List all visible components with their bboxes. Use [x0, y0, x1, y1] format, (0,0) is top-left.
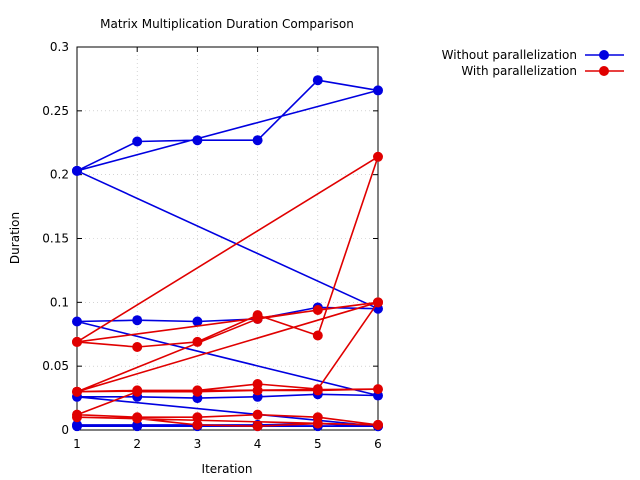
legend-label-1: Without parallelization: [442, 48, 577, 62]
series-1-point: [132, 136, 143, 147]
y-tick-label: 0.1: [50, 295, 69, 309]
y-tick-label: 0.3: [50, 40, 69, 54]
series-2-point: [192, 419, 203, 430]
x-tick-label: 6: [374, 437, 382, 451]
series-1-point: [132, 315, 143, 326]
series-2-point: [192, 336, 203, 347]
series-1-point: [373, 85, 383, 96]
series-2-point: [132, 386, 143, 397]
x-tick-label: 4: [254, 437, 262, 451]
series-1-point: [72, 165, 82, 176]
legend-label-2: With parallelization: [461, 64, 577, 78]
series-line-2: [76, 156, 379, 427]
axes: 1 2 3 4 5 6 0 0.05 0.1 0.15 0.2 0.25 0.3: [42, 40, 382, 451]
y-tick-label: 0.2: [50, 168, 69, 182]
series-2-point: [312, 385, 323, 396]
x-tick-label: 1: [73, 437, 81, 451]
series-2-point: [252, 421, 263, 432]
grid-lines: [77, 47, 378, 430]
y-tick-label: 0.05: [42, 359, 69, 373]
series-1-point: [72, 316, 82, 327]
series-1-point: [192, 135, 203, 146]
series-2-point: [252, 409, 263, 420]
series-2-point: [373, 297, 383, 308]
series-2-point: [373, 419, 383, 430]
legend-marker-2: [599, 66, 609, 76]
y-axis-title: Duration: [8, 212, 22, 264]
y-tick-label: 0: [61, 423, 69, 437]
series-1-point: [192, 316, 203, 327]
series-2-point: [72, 412, 82, 423]
y-tick-label: 0.25: [42, 104, 69, 118]
x-axis-title: Iteration: [202, 462, 253, 476]
plot-frame: [76, 46, 379, 431]
series-1-point: [252, 135, 263, 146]
chart-title: Matrix Multiplication Duration Compariso…: [100, 17, 354, 31]
x-tick-label: 3: [194, 437, 202, 451]
series-layer: [72, 75, 383, 432]
series-1-point: [312, 75, 323, 86]
series-1-point: [72, 419, 82, 430]
y-tick-label: 0.15: [42, 232, 69, 246]
series-2-point: [312, 304, 323, 315]
series-2-point: [373, 151, 383, 162]
series-2-point: [312, 330, 323, 341]
series-2-point: [72, 336, 82, 347]
legend: Without parallelization With parallelizat…: [442, 48, 624, 78]
series-2-point: [373, 384, 383, 395]
x-tick-label: 2: [133, 437, 141, 451]
series-2-point: [252, 385, 263, 396]
series-2-point: [252, 313, 263, 324]
series-2-point: [132, 342, 143, 353]
series-2-point: [192, 412, 203, 423]
series-2-point: [132, 413, 143, 424]
series-2-point: [72, 386, 82, 397]
x-tick-label: 5: [314, 437, 322, 451]
legend-marker-1: [599, 50, 609, 60]
series-2-point: [192, 386, 203, 397]
series-2-point: [312, 418, 323, 429]
